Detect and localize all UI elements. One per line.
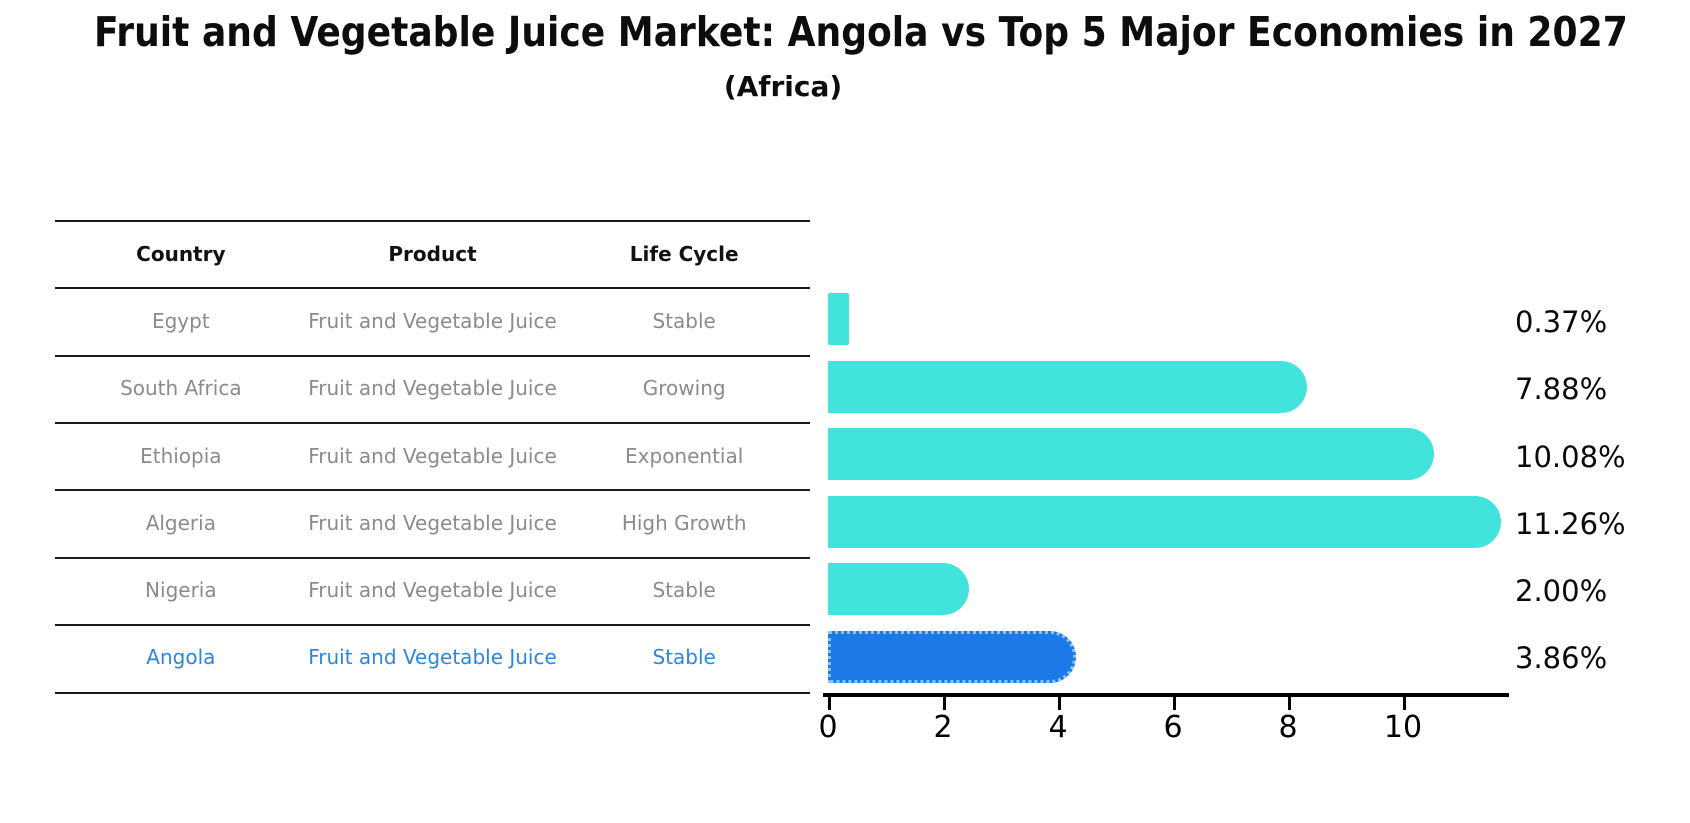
bar-nigeria: [828, 563, 969, 615]
column-header-product: Product: [388, 241, 477, 266]
x-tick-label: 4: [1048, 710, 1068, 745]
bar-angola-highlighted: [828, 630, 1076, 683]
cell-product: Fruit and Vegetable Juice: [308, 578, 557, 602]
cell-country: South Africa: [120, 376, 242, 400]
table-line: [55, 422, 810, 424]
cell-country: Angola: [146, 645, 216, 669]
cell-country: Egypt: [151, 309, 210, 333]
value-label-nigeria: 2.00%: [1515, 574, 1608, 608]
table-line: [55, 355, 810, 357]
table-row-nigeria: Nigeria Fruit and Vegetable Juice Stable: [55, 556, 810, 624]
table-header-row: Country Product Life Cycle: [55, 220, 810, 287]
x-tick: [828, 697, 831, 710]
x-tick-label: 10: [1383, 710, 1423, 745]
x-axis-line: [823, 693, 1509, 697]
value-label-south-africa: 7.88%: [1515, 372, 1608, 406]
table-line: [55, 624, 810, 626]
cell-life-cycle: Exponential: [625, 444, 744, 468]
cell-product: Fruit and Vegetable Juice: [308, 309, 557, 333]
cell-life-cycle: High Growth: [621, 511, 747, 535]
x-tick-label: 0: [818, 710, 838, 745]
chart-title: Fruit and Vegetable Juice Market: Angola…: [93, 8, 1628, 56]
cell-life-cycle: Stable: [652, 578, 716, 602]
bar-egypt: [828, 293, 850, 345]
x-tick: [943, 697, 946, 710]
x-tick: [1288, 697, 1291, 710]
cell-product: Fruit and Vegetable Juice: [308, 645, 557, 669]
x-tick: [1058, 697, 1061, 710]
cell-country: Nigeria: [145, 578, 217, 602]
cell-life-cycle: Stable: [652, 645, 716, 669]
x-tick-label: 8: [1278, 710, 1298, 745]
table-line: [55, 220, 810, 222]
column-header-life-cycle: Life Cycle: [629, 241, 739, 266]
cell-product: Fruit and Vegetable Juice: [308, 511, 557, 535]
value-label-angola: 3.86%: [1515, 641, 1608, 675]
chart-subtitle: (Africa): [723, 70, 843, 103]
cell-country: Algeria: [145, 511, 216, 535]
x-tick: [1173, 697, 1176, 710]
cell-product: Fruit and Vegetable Juice: [308, 376, 557, 400]
x-tick-label: 6: [1163, 710, 1183, 745]
cell-life-cycle: Growing: [642, 376, 726, 400]
table-line: [55, 557, 810, 559]
table-row-egypt: Egypt Fruit and Vegetable Juice Stable: [55, 287, 810, 355]
cell-life-cycle: Stable: [652, 309, 716, 333]
x-tick-label: 2: [933, 710, 953, 745]
value-label-algeria: 11.26%: [1515, 507, 1626, 541]
table-row-angola-highlighted: Angola Fruit and Vegetable Juice Stable: [55, 623, 810, 691]
bar-ethiopia: [828, 428, 1434, 480]
table-row-algeria: Algeria Fruit and Vegetable Juice High G…: [55, 489, 810, 557]
x-tick: [1403, 697, 1406, 710]
table-line: [55, 489, 810, 491]
table-row-south-africa: South Africa Fruit and Vegetable Juice G…: [55, 354, 810, 422]
bar-south-africa: [828, 360, 1308, 413]
table-line: [55, 692, 810, 694]
column-header-country: Country: [136, 241, 226, 266]
cell-country: Ethiopia: [140, 444, 222, 468]
table-line: [55, 287, 810, 289]
value-label-ethiopia: 10.08%: [1515, 440, 1626, 474]
table-row-ethiopia: Ethiopia Fruit and Vegetable Juice Expon…: [55, 422, 810, 490]
value-label-egypt: 0.37%: [1515, 305, 1608, 339]
bar-algeria: [828, 495, 1502, 548]
cell-product: Fruit and Vegetable Juice: [308, 444, 557, 468]
